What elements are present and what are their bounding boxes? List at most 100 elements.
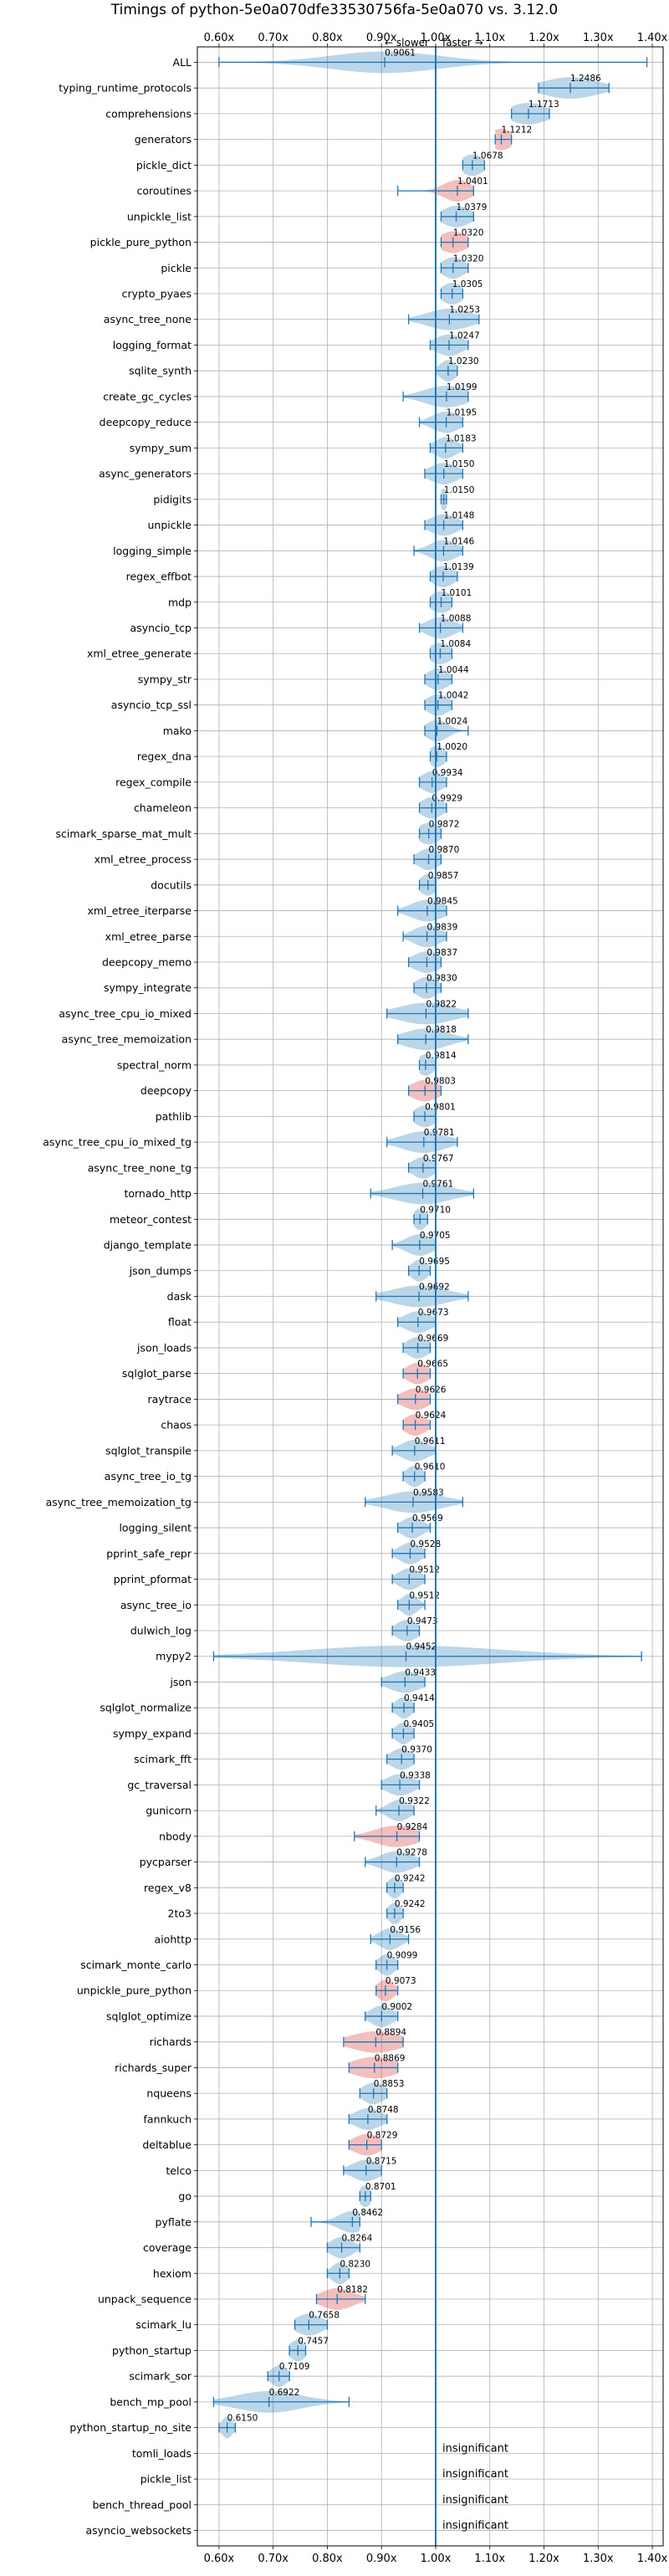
benchmark-label: tomli_loads (132, 2447, 192, 2460)
x-tick-label-top: 1.20x (529, 32, 559, 44)
x-tick-label-top: 1.30x (583, 32, 614, 44)
value-label: 1.0088 (441, 614, 472, 624)
benchmark-label: spectral_norm (117, 1058, 192, 1071)
value-label: 1.0146 (443, 536, 474, 546)
value-label: 0.7109 (279, 2362, 310, 2372)
value-label: 0.9761 (422, 1180, 453, 1190)
value-label: 0.9512 (409, 1590, 440, 1600)
benchmark-label: sqlite_synth (129, 365, 192, 377)
benchmark-label: telco (166, 2164, 192, 2177)
benchmark-label: coverage (143, 2241, 192, 2254)
benchmark-label: scimark_monte_carlo (80, 1959, 192, 1971)
benchmark-label: regex_dna (137, 750, 192, 763)
benchmark-label: sqlglot_parse (122, 1367, 192, 1380)
value-label: 1.0320 (453, 254, 484, 264)
benchmark-label: python_startup_no_site (69, 2421, 192, 2434)
value-label: 1.0678 (472, 151, 503, 161)
value-label: 0.9626 (416, 1385, 447, 1395)
value-label: 0.9452 (406, 1642, 437, 1652)
value-label: 0.9781 (424, 1128, 455, 1138)
benchmark-label: asyncio_tcp_ssl (111, 699, 192, 711)
benchmark-label: logging_simple (113, 545, 192, 557)
value-label: 1.0042 (438, 691, 469, 701)
benchmark-label: mypy2 (156, 1650, 192, 1662)
value-label: 0.7457 (298, 2336, 329, 2346)
value-label: 1.0305 (452, 279, 483, 289)
benchmark-label: tornado_http (124, 1187, 192, 1200)
value-label: 0.9002 (381, 2002, 412, 2012)
x-tick-label-top: 0.90x (366, 32, 397, 44)
value-label: 0.8701 (365, 2182, 396, 2192)
insignificant-label: insignificant (442, 2494, 508, 2507)
value-label: 0.9870 (429, 845, 460, 855)
value-label: 1.0195 (447, 408, 477, 418)
benchmark-label: deepcopy_reduce (100, 416, 192, 428)
value-label: 0.9624 (416, 1411, 447, 1421)
benchmark-label: gc_traversal (127, 1779, 192, 1791)
benchmark-label: coroutines (137, 185, 192, 197)
x-tick-label-bottom: 1.10x (474, 2553, 505, 2565)
value-label: 0.9818 (426, 1025, 457, 1035)
value-label: 0.9322 (399, 1796, 430, 1806)
value-label: 0.9583 (413, 1488, 444, 1498)
value-label: 0.9528 (410, 1539, 441, 1549)
benchmark-label: unpickle (147, 519, 192, 531)
value-label: 0.8715 (366, 2156, 397, 2166)
benchmark-label: async_tree_cpu_io_mixed (59, 1007, 192, 1020)
benchmark-label: async_tree_io (120, 1599, 192, 1611)
value-label: 0.9433 (405, 1667, 436, 1677)
value-label: 0.9837 (426, 948, 457, 958)
value-label: 0.9767 (423, 1154, 454, 1164)
value-label: 1.0253 (449, 305, 480, 315)
benchmark-label: scimark_fft (134, 1753, 192, 1765)
value-label: 0.8729 (367, 2131, 398, 2141)
benchmark-label: sympy_sum (130, 442, 192, 454)
benchmark-label: scimark_sor (129, 2370, 192, 2383)
value-label: 0.8748 (368, 2105, 399, 2115)
value-label: 0.9338 (400, 1770, 431, 1780)
benchmark-label: xml_etree_process (94, 853, 192, 866)
benchmark-label: async_tree_none_tg (88, 1161, 192, 1174)
value-label: 0.9929 (432, 794, 462, 804)
benchmark-label: bench_thread_pool (92, 2498, 192, 2511)
insignificant-label: insignificant (442, 2442, 508, 2455)
plot-frame (197, 46, 664, 2547)
value-label: 1.0230 (448, 356, 479, 366)
value-label: 0.8230 (340, 2259, 370, 2269)
benchmark-label: async_tree_none (104, 313, 192, 325)
chart-title: Timings of python-5e0a070dfe33530756fa-5… (110, 2, 559, 18)
x-tick-label-bottom: 0.70x (258, 2553, 289, 2565)
benchmark-label: bench_mp_pool (110, 2395, 192, 2408)
x-tick-label-top: 0.60x (204, 32, 235, 44)
benchmark-label: mako (163, 725, 192, 737)
value-label: 0.8462 (352, 2208, 383, 2218)
benchmark-label: go (178, 2190, 192, 2203)
x-tick-label-bottom: 0.90x (366, 2553, 397, 2565)
value-label: 1.2486 (570, 74, 601, 84)
benchmark-label: regex_effbot (126, 571, 192, 583)
x-tick-label-top: 1.00x (421, 32, 452, 44)
x-tick-label-bottom: 1.30x (583, 2553, 614, 2565)
value-label: 0.9473 (407, 1616, 438, 1626)
benchmark-label: aiohttp (155, 1933, 192, 1945)
benchmark-label: async_tree_memoization (62, 1033, 192, 1046)
value-label: 1.0101 (442, 588, 472, 598)
benchmark-label: deltablue (142, 2138, 192, 2151)
benchmark-label: json_loads (136, 1341, 192, 1354)
value-label: 1.0320 (453, 228, 484, 238)
benchmark-label: logging_format (113, 339, 192, 351)
value-label: 0.9692 (419, 1283, 450, 1293)
benchmark-label: pprint_pformat (114, 1573, 192, 1585)
value-label: 1.0379 (457, 202, 488, 213)
benchmark-label: chameleon (134, 801, 192, 814)
value-label: 0.9414 (404, 1693, 435, 1703)
benchmark-label: raytrace (148, 1393, 192, 1406)
value-label: 1.0020 (437, 742, 467, 752)
value-label: 0.9845 (427, 897, 458, 907)
benchmark-label: unpickle_pure_python (77, 1984, 192, 1997)
value-label: 0.9695 (419, 1257, 450, 1267)
benchmark-label: dask (167, 1290, 192, 1303)
benchmark-label: regex_compile (115, 776, 192, 788)
benchmark-label: deepcopy_memo (102, 956, 192, 969)
